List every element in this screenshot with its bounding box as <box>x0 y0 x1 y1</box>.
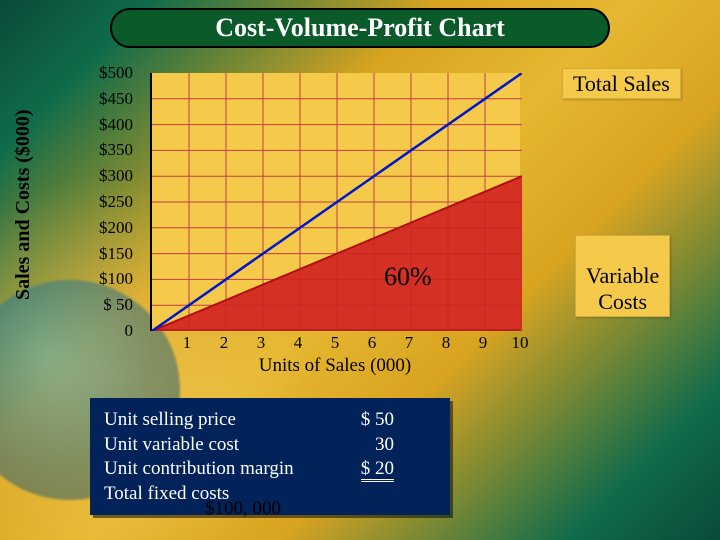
info-value: 30 <box>334 433 394 458</box>
title-banner: Cost-Volume-Profit Chart <box>110 8 610 48</box>
ytick: $250 <box>73 192 133 212</box>
xtick: 7 <box>394 333 424 353</box>
info-label: Unit contribution margin <box>104 457 334 482</box>
total-sales-text: Total Sales <box>573 71 670 96</box>
percent-label: 60% <box>384 262 432 292</box>
ytick: $400 <box>73 115 133 135</box>
ytick: $350 <box>73 140 133 160</box>
info-label: Unit variable cost <box>104 433 334 458</box>
variable-costs-label: Variable Costs <box>575 235 670 317</box>
plot-svg <box>152 73 522 331</box>
ytick: $100 <box>73 269 133 289</box>
chart-title: Cost-Volume-Profit Chart <box>215 13 505 43</box>
ytick: $500 <box>73 63 133 83</box>
xtick: 6 <box>357 333 387 353</box>
x-axis-label: Units of Sales (000) <box>150 355 520 377</box>
ytick: $ 50 <box>73 295 133 315</box>
xtick: 2 <box>209 333 239 353</box>
xtick: 5 <box>320 333 350 353</box>
ytick: $300 <box>73 166 133 186</box>
ytick: 0 <box>73 321 133 341</box>
info-row: Unit contribution margin $ 20 <box>104 457 436 482</box>
info-row: Unit selling price $ 50 <box>104 408 436 433</box>
info-value <box>334 482 394 507</box>
chart-area: $500 $450 $400 $350 $300 $250 $200 $150 … <box>95 65 525 355</box>
info-label: Unit selling price <box>104 408 334 433</box>
ytick: $150 <box>73 244 133 264</box>
info-value: $ 20 <box>334 457 394 482</box>
y-axis-label-wrap: Sales and Costs ($000) <box>12 300 32 540</box>
info-value: $ 50 <box>334 408 394 433</box>
xtick: 10 <box>505 333 535 353</box>
xtick: 9 <box>468 333 498 353</box>
xtick: 3 <box>246 333 276 353</box>
y-axis-label: Sales and Costs ($000) <box>12 109 35 300</box>
ytick: $200 <box>73 218 133 238</box>
fixed-costs-overflow: $100, 000 <box>205 498 281 520</box>
plot-area <box>150 73 520 331</box>
total-sales-label: Total Sales <box>562 68 681 99</box>
xtick: 1 <box>172 333 202 353</box>
info-row: Unit variable cost 30 <box>104 433 436 458</box>
ytick: $450 <box>73 89 133 109</box>
variable-costs-text: Variable Costs <box>586 263 659 313</box>
xtick: 8 <box>431 333 461 353</box>
xtick: 4 <box>283 333 313 353</box>
